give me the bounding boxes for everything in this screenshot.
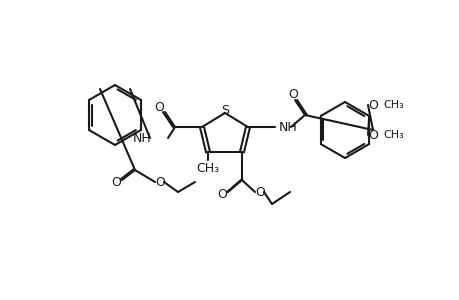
Text: CH₃: CH₃	[382, 130, 403, 140]
Text: NH: NH	[133, 131, 151, 145]
Text: S: S	[220, 103, 229, 116]
Text: O: O	[287, 88, 297, 100]
Text: CH₃: CH₃	[196, 161, 219, 175]
Text: O: O	[367, 98, 377, 112]
Text: O: O	[217, 188, 226, 202]
Text: NH: NH	[279, 121, 297, 134]
Text: O: O	[367, 128, 377, 142]
Text: O: O	[154, 100, 163, 113]
Text: O: O	[155, 176, 165, 188]
Text: CH₃: CH₃	[382, 100, 403, 110]
Text: O: O	[254, 185, 264, 199]
Text: O: O	[111, 176, 121, 190]
